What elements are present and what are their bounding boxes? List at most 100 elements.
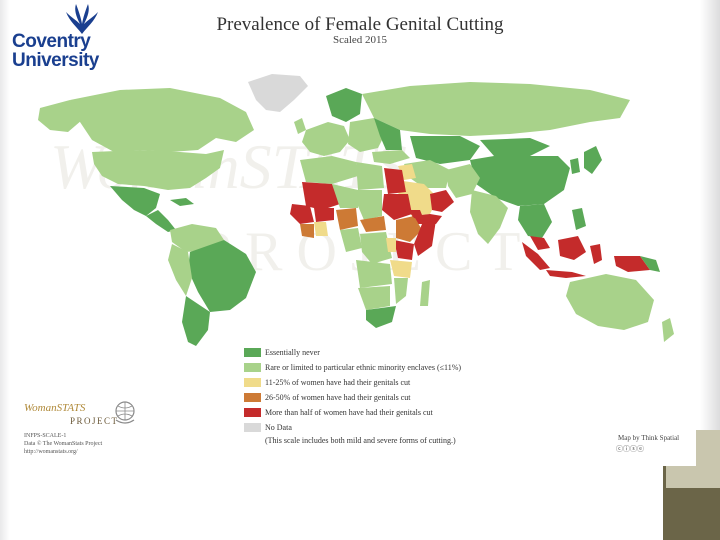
somalia bbox=[414, 220, 436, 256]
legend-item-more-than-half: More than half of women have had their g… bbox=[244, 406, 461, 419]
legend-item-essentially-never: Essentially never bbox=[244, 346, 461, 359]
argentina-chile bbox=[182, 296, 210, 346]
burkina-faso bbox=[314, 208, 334, 222]
legend-label: Rare or limited to particular ethnic min… bbox=[265, 363, 462, 372]
egypt bbox=[384, 168, 406, 194]
united-states bbox=[92, 150, 224, 190]
scandinavia bbox=[326, 88, 362, 122]
java bbox=[546, 270, 586, 278]
brazil bbox=[188, 240, 256, 312]
afghanistan-pakistan bbox=[446, 164, 480, 198]
turkey bbox=[372, 150, 410, 164]
papua-new-guinea bbox=[640, 256, 660, 272]
uganda bbox=[386, 238, 396, 252]
ghana-togo bbox=[314, 222, 328, 236]
borneo bbox=[558, 236, 586, 260]
world-map bbox=[38, 74, 674, 346]
ivory-coast bbox=[300, 224, 314, 238]
uk bbox=[294, 118, 306, 134]
russia bbox=[362, 82, 630, 136]
source-copyright: Data © The WomanStats Project bbox=[24, 441, 103, 447]
western-europe bbox=[302, 122, 350, 156]
source-text: INFPS-SCALE-1 Data © The WomanStats Proj… bbox=[24, 432, 102, 456]
legend-item-26-50: 26-50% of women have had their genitals … bbox=[244, 391, 461, 404]
angola-zambia bbox=[356, 260, 392, 288]
west-africa-coast bbox=[290, 204, 314, 224]
oman-uae bbox=[430, 190, 454, 212]
legend-label: 11-25% of women have had their genitals … bbox=[265, 378, 411, 387]
womanstats-logo-text: WomanSTATS bbox=[24, 402, 86, 414]
iraq-iran bbox=[404, 160, 450, 188]
corner-decoration-dark bbox=[666, 488, 720, 540]
south-africa bbox=[366, 306, 396, 328]
university-name: Coventry University bbox=[12, 31, 99, 71]
china bbox=[470, 156, 570, 206]
source-scale-id: INFPS-SCALE-1 bbox=[24, 433, 67, 439]
legend-label: Essentially never bbox=[265, 348, 320, 357]
ethiopia bbox=[396, 216, 422, 242]
legend-note: (This scale includes both mild and sever… bbox=[265, 436, 456, 445]
canada bbox=[70, 88, 254, 152]
papua bbox=[614, 256, 650, 272]
malaysia bbox=[530, 236, 550, 250]
new-zealand bbox=[662, 318, 674, 342]
womanstats-logo: WomanSTATS PROJECT bbox=[24, 401, 144, 436]
legend-swatch bbox=[244, 378, 261, 387]
legend-swatch bbox=[244, 393, 261, 402]
mauritania-mali bbox=[302, 182, 340, 210]
korea bbox=[570, 158, 580, 174]
madagascar bbox=[420, 280, 430, 306]
globe-hands-icon bbox=[115, 401, 135, 424]
mozambique bbox=[394, 278, 408, 304]
legend-swatch bbox=[244, 408, 261, 417]
tanzania bbox=[390, 260, 412, 278]
creative-commons-icon: ⓒⓘⓢⓔ bbox=[616, 446, 644, 453]
namibia-botswana bbox=[358, 286, 390, 310]
legend-item-11-25: 11-25% of women have had their genitals … bbox=[244, 376, 461, 389]
se-asia bbox=[518, 204, 552, 238]
source-url: http://womanstats.org/ bbox=[24, 449, 78, 455]
phoenix-icon bbox=[66, 4, 98, 34]
legend-label: No Data bbox=[265, 423, 292, 432]
legend-label: 26-50% of women have had their genitals … bbox=[265, 393, 411, 402]
sulawesi bbox=[590, 244, 602, 264]
mongolia bbox=[480, 138, 550, 156]
kenya bbox=[394, 240, 414, 260]
greenland bbox=[248, 74, 308, 112]
central-african-rep bbox=[360, 216, 386, 232]
legend-swatch bbox=[244, 348, 261, 357]
map-title: Prevalence of Female Genital Cutting bbox=[216, 14, 504, 35]
philippines bbox=[572, 208, 586, 230]
kazakhstan bbox=[410, 136, 480, 164]
japan bbox=[584, 146, 602, 174]
north-africa-maghreb bbox=[300, 156, 358, 184]
australia bbox=[566, 274, 654, 330]
alaska bbox=[38, 100, 82, 132]
eastern-europe bbox=[348, 118, 386, 152]
peru-bolivia bbox=[168, 244, 192, 296]
india bbox=[470, 190, 508, 244]
map-legend: Essentially never Rare or limited to par… bbox=[244, 346, 461, 445]
coventry-university-logo: Coventry University bbox=[10, 4, 100, 74]
legend-label: More than half of women have had their g… bbox=[265, 408, 433, 417]
eritrea-djibouti bbox=[408, 210, 424, 220]
map-credit: Map by Think Spatial bbox=[618, 434, 680, 442]
legend-item-rare: Rare or limited to particular ethnic min… bbox=[244, 361, 461, 374]
legend-item-no-data: No Data bbox=[244, 421, 461, 434]
map-subtitle: Scaled 2015 bbox=[332, 34, 388, 46]
legend-swatch bbox=[244, 423, 261, 432]
corner-decoration-line bbox=[663, 430, 666, 540]
central-america bbox=[146, 210, 176, 232]
russia-west bbox=[374, 118, 402, 150]
chad bbox=[358, 190, 382, 220]
congo bbox=[360, 232, 392, 264]
womanstats-logo-project: PROJECT bbox=[70, 416, 119, 426]
sudan bbox=[382, 194, 412, 220]
sumatra bbox=[522, 242, 550, 270]
legend-swatch bbox=[244, 363, 261, 372]
mexico bbox=[110, 186, 160, 216]
cameroon-gabon bbox=[340, 228, 362, 252]
caribbean bbox=[170, 198, 194, 206]
libya bbox=[356, 162, 384, 190]
niger bbox=[332, 184, 358, 208]
